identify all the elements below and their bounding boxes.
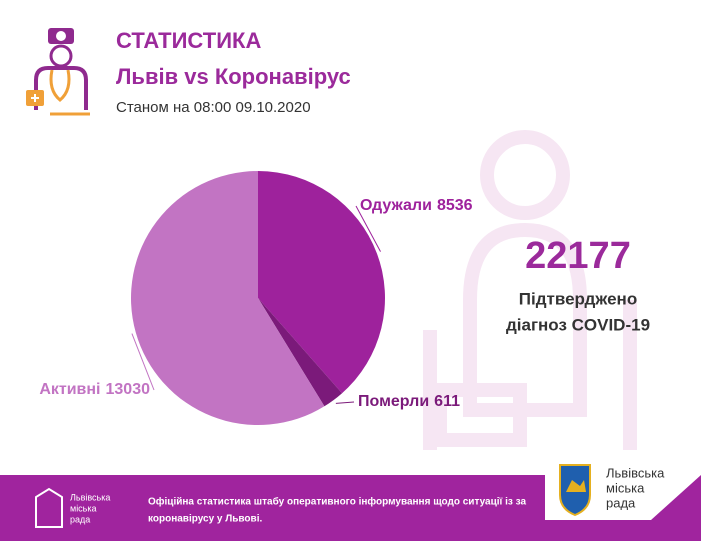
slice-label: Активні 13030 <box>39 381 150 398</box>
background-icon <box>423 130 637 450</box>
slice-label: Одужали 8536 <box>360 197 473 214</box>
title: СТАТИСТИКА <box>116 28 261 53</box>
total: 22177 <box>525 235 631 277</box>
leader-line <box>335 401 355 404</box>
footer-logo <box>35 487 63 528</box>
slice-label-name: Активні <box>39 381 100 398</box>
pie-slice <box>131 171 325 425</box>
pie-slice <box>258 298 343 407</box>
leader-line <box>131 333 155 391</box>
logo-text: рада <box>606 495 636 510</box>
slice-label-value: 611 <box>434 393 460 410</box>
logo-text: міська <box>606 480 645 495</box>
subtitle: Львів vs Коронавірус <box>116 64 351 89</box>
emblem-lion <box>566 480 586 492</box>
leader-line <box>355 205 381 252</box>
slice-label-name: Одужали <box>360 197 432 214</box>
pie-slice <box>258 171 386 394</box>
caption-line: Підтверджено <box>519 289 637 308</box>
date: Станом на 08:00 09.10.2020 <box>116 99 311 116</box>
footer-logo-text: рада <box>70 514 90 524</box>
slice-label-value: 8536 <box>437 197 473 214</box>
slice-label-value: 13030 <box>106 381 151 398</box>
footer-text: Офіційна статистика штабу оперативного і… <box>148 496 526 508</box>
footer-logo-text: Львівська <box>70 492 110 502</box>
pie-chart: Одужали 8536 Померли 611 Активні 13030 <box>39 171 473 425</box>
footer-text: коронавірусу у Львові. <box>148 514 262 525</box>
slice-label: Померли 611 <box>358 393 460 410</box>
footer-corner <box>651 475 701 520</box>
caption-line: діагноз COVID-19 <box>506 315 650 334</box>
footer-logo-text: міська <box>70 503 97 513</box>
doctor-icon <box>26 28 90 116</box>
slice-label-name: Померли <box>358 393 429 410</box>
logo-text: Львівська <box>606 465 665 480</box>
